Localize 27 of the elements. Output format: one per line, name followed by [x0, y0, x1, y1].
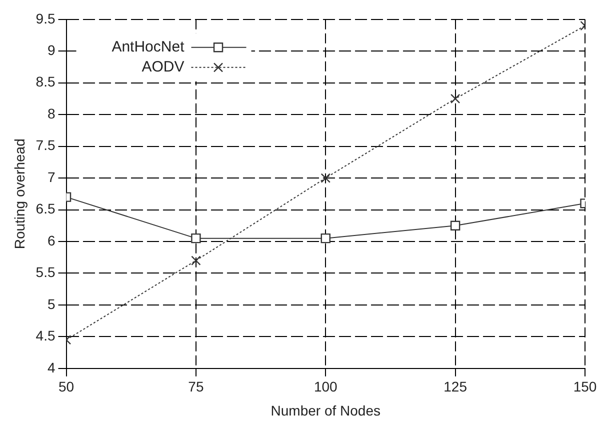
- y-tick-label: 9: [47, 42, 56, 58]
- point: [191, 233, 201, 244]
- y-axis-title: Routing overhead: [11, 138, 28, 250]
- x-tick-label: 150: [573, 378, 597, 395]
- y-tick-label: 8: [47, 105, 56, 122]
- x-axis-title: Number of Nodes: [270, 402, 380, 418]
- point: [320, 233, 330, 244]
- y-tick-label: 7.5: [36, 137, 56, 154]
- x-tick-label: 100: [314, 378, 338, 395]
- x-tick-label: 50: [58, 378, 74, 395]
- y-tick-label: 8.5: [36, 74, 56, 90]
- y-tick-label: 6: [47, 232, 56, 248]
- y-tick-label: 4: [47, 359, 56, 376]
- x-tick-label: 125: [444, 378, 468, 395]
- y-tick-label: 5: [47, 296, 56, 312]
- y-tick-label: 4.5: [36, 328, 56, 344]
- x-tick-label: 75: [188, 378, 204, 395]
- legend-label: AntHocNet: [112, 38, 186, 56]
- y-tick-label: 9.5: [36, 10, 56, 26]
- point: [450, 220, 460, 230]
- point: [191, 256, 201, 266]
- point: [450, 94, 460, 104]
- y-tick-label: 5.5: [36, 264, 56, 280]
- y-tick-label: 6.5: [36, 200, 56, 217]
- y-tick-label: 7: [47, 168, 56, 185]
- point: [320, 173, 330, 183]
- legend-label: AODV: [142, 58, 184, 76]
